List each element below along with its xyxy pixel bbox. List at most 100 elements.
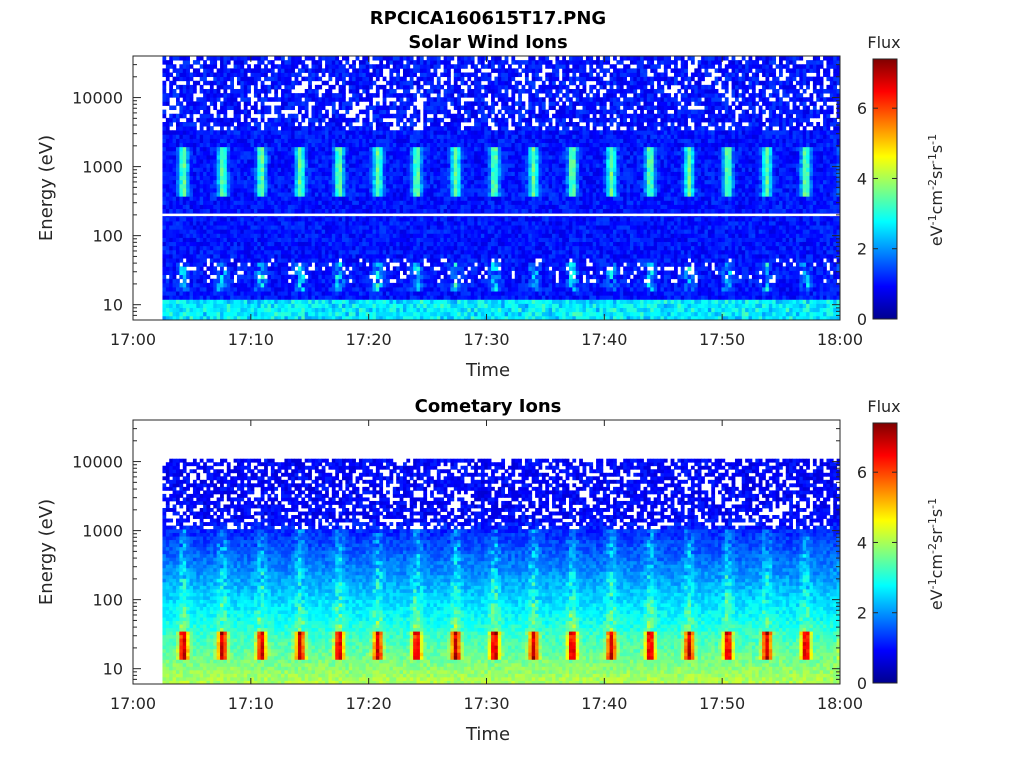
- heatmap-cell: [389, 208, 394, 214]
- heatmap-cell: [369, 150, 373, 156]
- heatmap-cell: [433, 167, 438, 172]
- heatmap-cell: [297, 307, 302, 313]
- heatmap-cell: [318, 196, 323, 201]
- heatmap-cell: [396, 146, 400, 152]
- heatmap-cell: [314, 179, 319, 185]
- heatmap-cell: [301, 233, 306, 238]
- heatmap-cell: [270, 278, 275, 284]
- heatmap-cell: [253, 291, 258, 296]
- heatmap-cell: [416, 150, 421, 156]
- heatmap-cell: [314, 291, 319, 296]
- heatmap-cell: [179, 216, 184, 222]
- heatmap-cell: [382, 56, 387, 61]
- heatmap-cell: [267, 183, 272, 189]
- heatmap-cell: [253, 278, 258, 284]
- heatmap-cell: [389, 80, 394, 86]
- heatmap-cell: [430, 64, 434, 69]
- heatmap-cell: [331, 72, 336, 78]
- heatmap-cell: [396, 200, 400, 205]
- heatmap-cell: [236, 64, 241, 69]
- heatmap-cell: [236, 192, 241, 197]
- heatmap-cell: [372, 64, 377, 69]
- heatmap-cell: [382, 196, 387, 201]
- heatmap-cell: [162, 254, 167, 259]
- heatmap-cell: [297, 282, 302, 288]
- heatmap-cell: [399, 249, 404, 255]
- heatmap-cell: [162, 291, 167, 296]
- heatmap-cell: [230, 89, 235, 94]
- heatmap-cell: [240, 192, 245, 197]
- heatmap-cell: [281, 196, 285, 201]
- heatmap-cell: [165, 233, 170, 238]
- heatmap-cell: [392, 80, 397, 86]
- heatmap-cell: [406, 93, 411, 98]
- heatmap-cell: [230, 233, 235, 238]
- heatmap-cell: [270, 60, 275, 65]
- heatmap-cell: [342, 155, 346, 160]
- heatmap-cell: [236, 179, 241, 185]
- heatmap-cell: [386, 237, 390, 243]
- heatmap-cell: [308, 117, 312, 123]
- heatmap-cell: [270, 237, 275, 243]
- heatmap-cell: [430, 229, 434, 234]
- heatmap-cell: [308, 245, 312, 251]
- heatmap-cell: [287, 208, 292, 214]
- heatmap-cell: [253, 76, 258, 82]
- heatmap-cell: [352, 225, 356, 230]
- heatmap-cell: [233, 146, 238, 152]
- heatmap-cell: [162, 142, 167, 148]
- heatmap-cell: [382, 254, 387, 259]
- heatmap-cell: [277, 315, 282, 321]
- heatmap-cell: [419, 303, 424, 309]
- heatmap-cell: [328, 241, 333, 247]
- heatmap-cell: [274, 155, 279, 160]
- heatmap-cell: [358, 142, 363, 148]
- heatmap-cell: [240, 208, 245, 214]
- heatmap-cell: [389, 225, 394, 230]
- heatmap-cell: [179, 307, 184, 313]
- heatmap-cell: [297, 241, 302, 247]
- heatmap-cell: [443, 175, 448, 181]
- heatmap-cell: [308, 175, 312, 181]
- heatmap-cell: [365, 126, 370, 131]
- heatmap-cell: [348, 208, 353, 214]
- heatmap-cell: [240, 134, 245, 139]
- heatmap-cell: [386, 303, 390, 309]
- heatmap-cell: [236, 163, 241, 168]
- heatmap-cell: [209, 287, 214, 292]
- heatmap-cell: [250, 142, 255, 148]
- heatmap-cell: [342, 64, 346, 69]
- heatmap-cell: [250, 274, 255, 280]
- heatmap-cell: [436, 270, 441, 276]
- heatmap-cell: [389, 163, 394, 168]
- heatmap-cell: [311, 122, 316, 127]
- heatmap-cell: [328, 159, 333, 164]
- heatmap-cell: [176, 117, 180, 123]
- heatmap-cell: [413, 159, 417, 164]
- heatmap-cell: [355, 221, 360, 226]
- heatmap-cell: [176, 163, 180, 168]
- heatmap-cell: [186, 188, 190, 193]
- heatmap-cell: [223, 64, 228, 69]
- heatmap-cell: [199, 72, 204, 78]
- heatmap-cell: [291, 225, 295, 230]
- heatmap-cell: [172, 89, 177, 94]
- heatmap-cell: [416, 179, 421, 185]
- heatmap-cell: [399, 208, 404, 214]
- heatmap-cell: [325, 146, 329, 152]
- heatmap-cell: [247, 175, 251, 181]
- heatmap-cell: [430, 282, 434, 288]
- heatmap-cell: [233, 241, 238, 247]
- heatmap-cell: [406, 204, 411, 210]
- heatmap-cell: [186, 196, 190, 201]
- heatmap-cell: [203, 258, 207, 263]
- heatmap-cell: [423, 303, 428, 309]
- heatmap-cell: [342, 245, 346, 251]
- heatmap-cell: [226, 200, 231, 205]
- heatmap-cell: [426, 258, 431, 263]
- heatmap-cell: [392, 287, 397, 292]
- heatmap-cell: [277, 84, 282, 90]
- heatmap-cell: [267, 60, 272, 65]
- heatmap-cell: [402, 311, 407, 317]
- heatmap-cell: [206, 229, 211, 234]
